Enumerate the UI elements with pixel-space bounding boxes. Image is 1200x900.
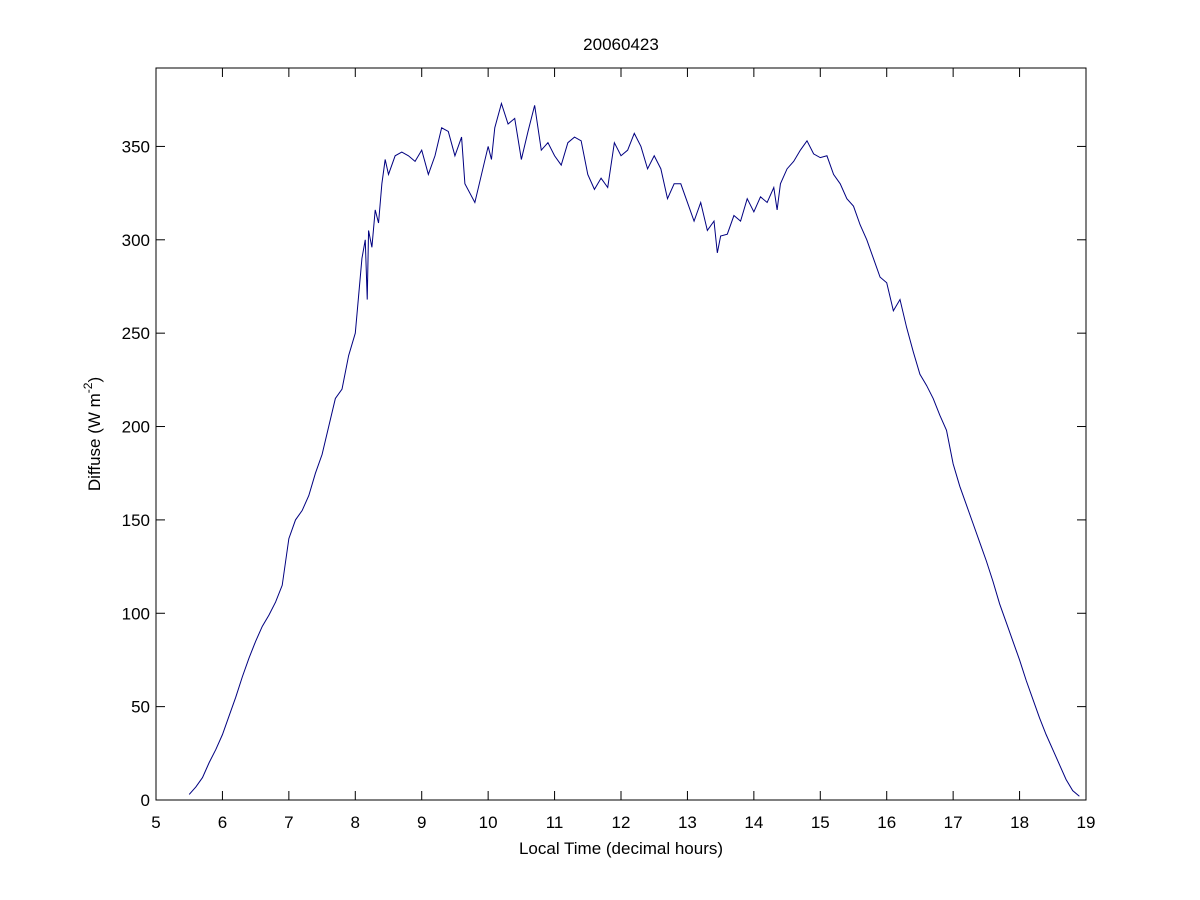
y-tick-label: 250 bbox=[122, 324, 150, 343]
x-tick-label: 14 bbox=[744, 813, 763, 832]
y-label-main: Diffuse (W m bbox=[85, 393, 104, 491]
y-tick-label: 300 bbox=[122, 231, 150, 250]
y-tick-label: 350 bbox=[122, 137, 150, 156]
x-tick-label: 8 bbox=[351, 813, 360, 832]
data-line bbox=[188, 101, 1080, 797]
y-tick-label: 200 bbox=[122, 418, 150, 437]
x-tick-label: 15 bbox=[811, 813, 830, 832]
y-tick-label: 100 bbox=[122, 604, 150, 623]
x-tick-label: 10 bbox=[479, 813, 498, 832]
y-axis-label: Diffuse (W m-2) bbox=[81, 377, 104, 491]
x-tick-label: 18 bbox=[1010, 813, 1029, 832]
x-tick-label: 9 bbox=[417, 813, 426, 832]
x-axis-label: Local Time (decimal hours) bbox=[519, 839, 723, 858]
x-tick-label: 5 bbox=[151, 813, 160, 832]
x-tick-label: 12 bbox=[612, 813, 631, 832]
y-label-sup: -2 bbox=[81, 382, 95, 393]
x-tick-label: 19 bbox=[1077, 813, 1096, 832]
x-tick-label: 13 bbox=[678, 813, 697, 832]
plot-box bbox=[155, 67, 1087, 801]
y-label-end: ) bbox=[85, 377, 104, 383]
x-tick-label: 11 bbox=[546, 813, 564, 832]
y-tick-label: 50 bbox=[131, 698, 150, 717]
chart-title: 20060423 bbox=[583, 35, 659, 54]
x-tick-label: 7 bbox=[284, 813, 293, 832]
x-tick-label: 16 bbox=[877, 813, 896, 832]
x-tick-label: 17 bbox=[944, 813, 963, 832]
y-tick-label: 0 bbox=[141, 791, 150, 810]
y-tick-label: 150 bbox=[122, 511, 150, 530]
x-tick-label: 6 bbox=[218, 813, 227, 832]
